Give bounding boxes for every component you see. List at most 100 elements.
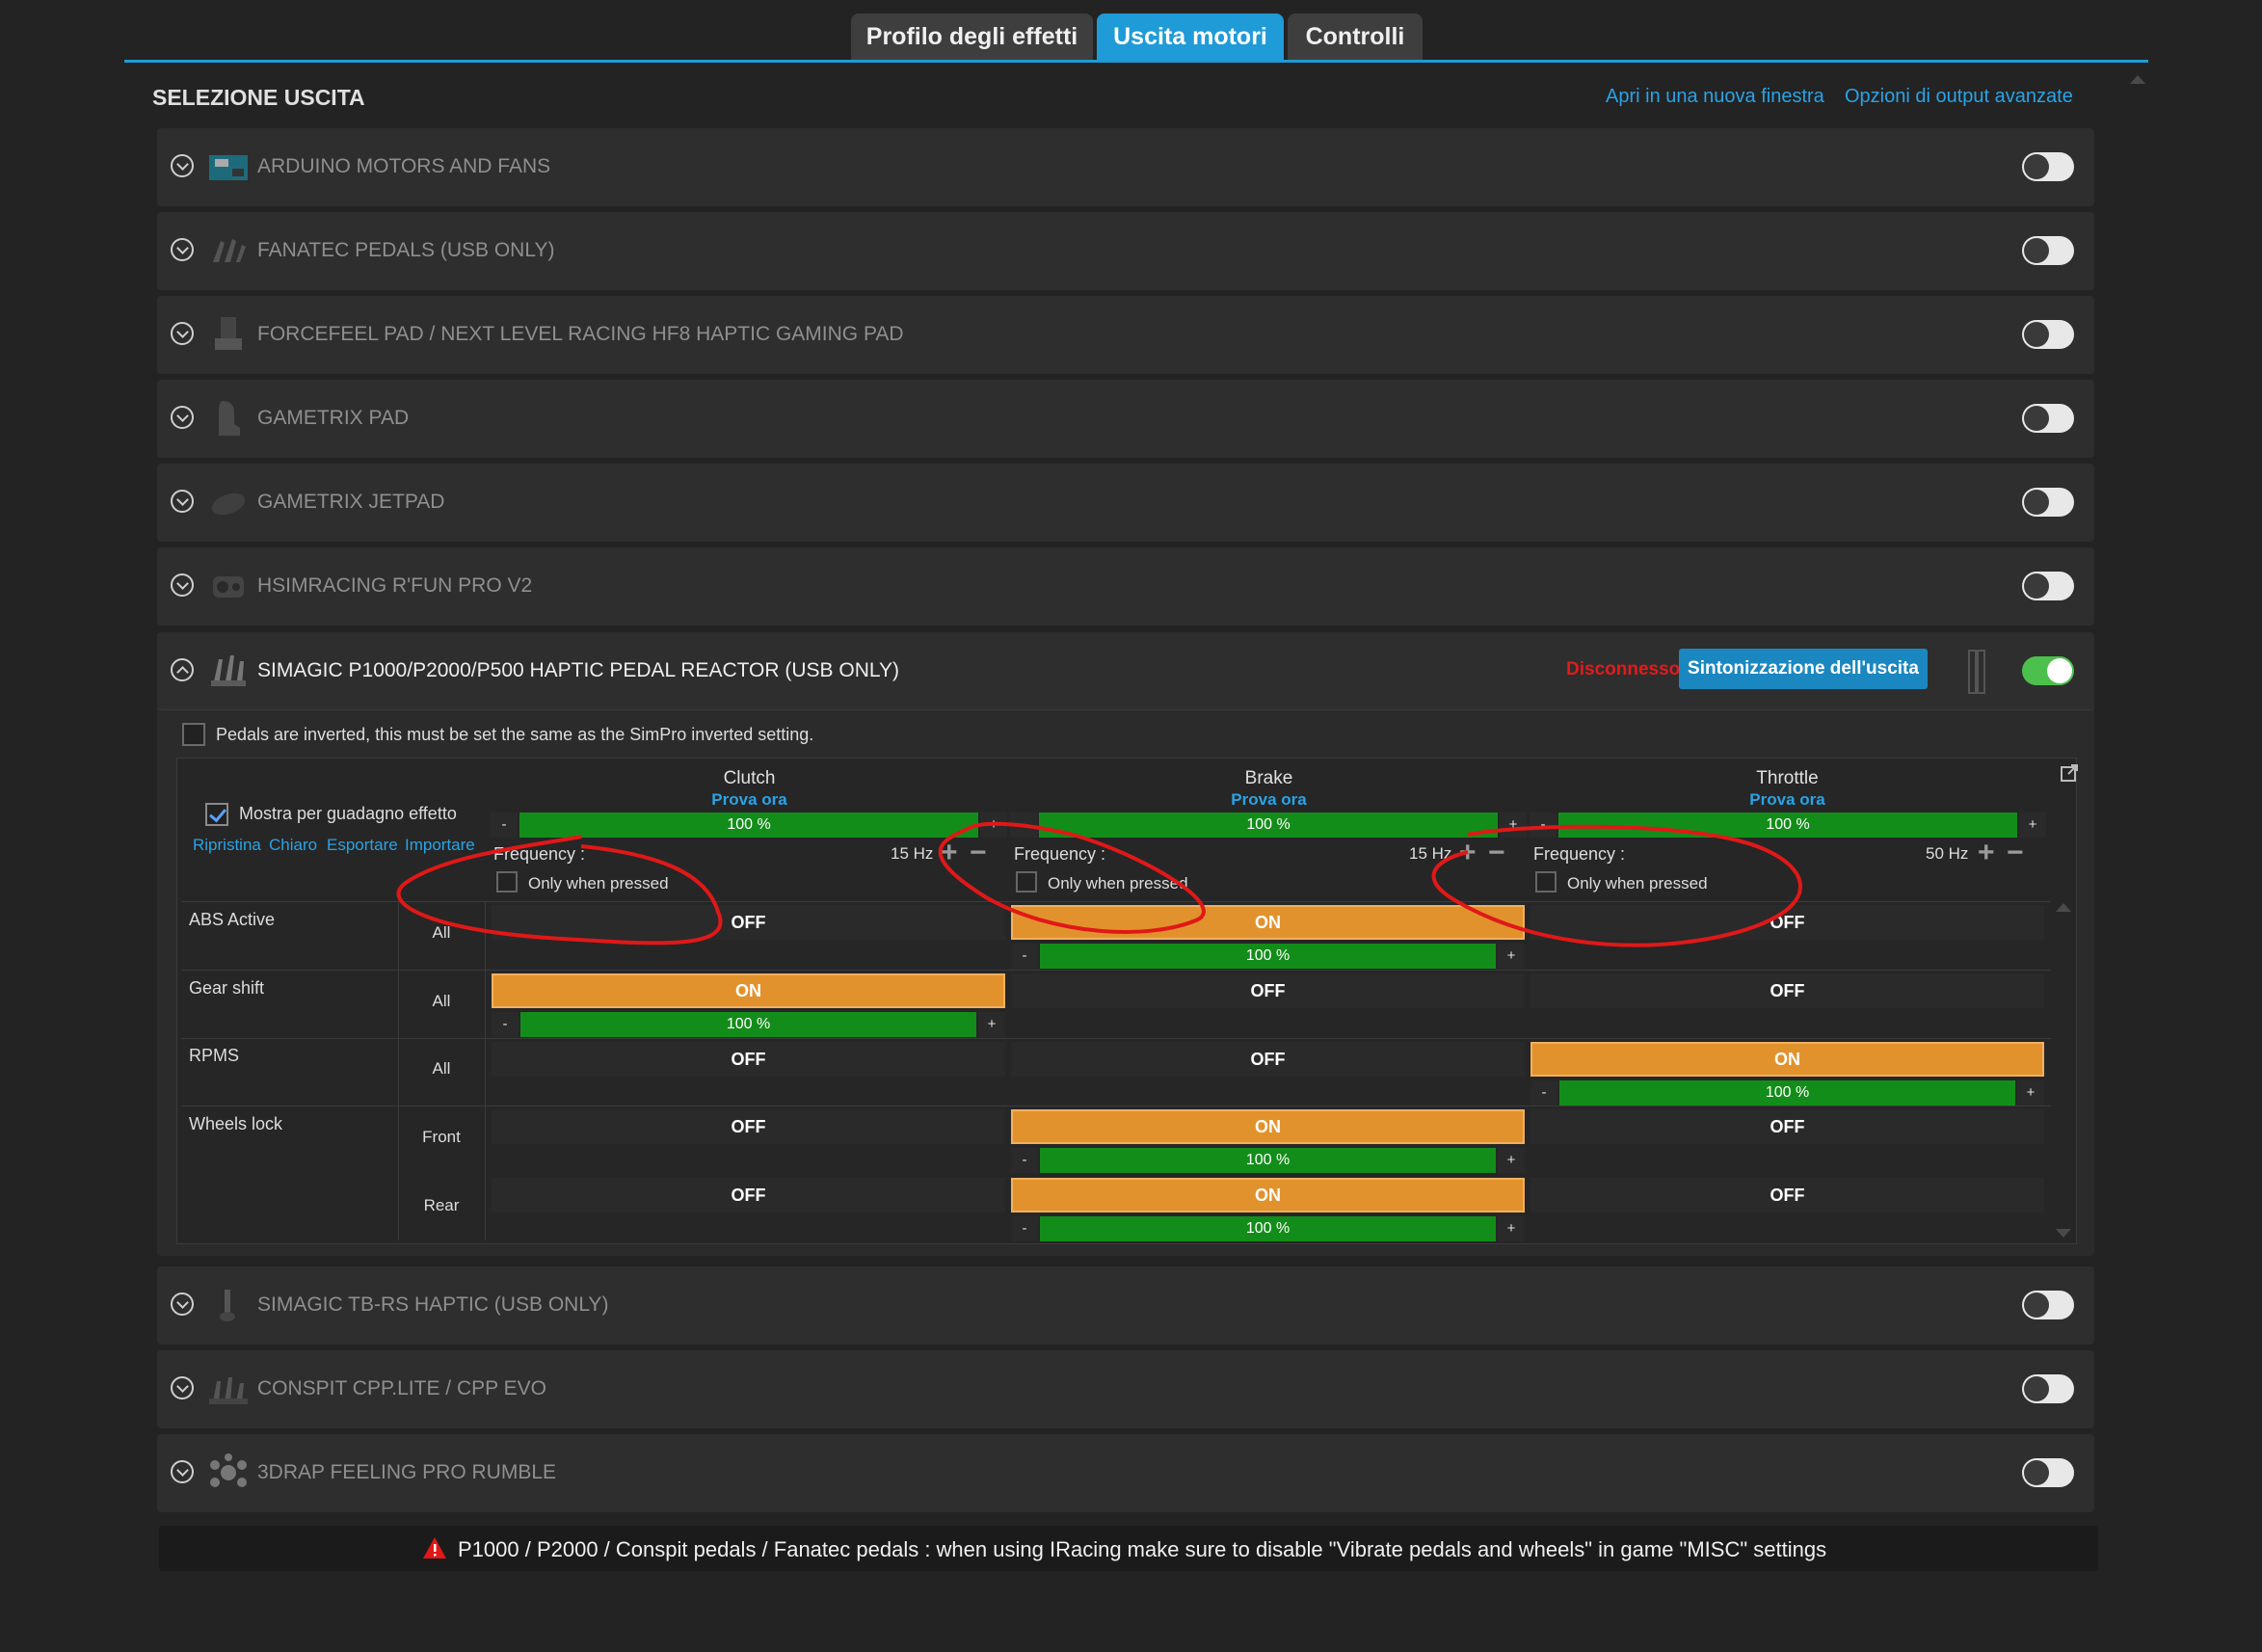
effect-toggle-cell[interactable]: OFF — [1011, 973, 1525, 1008]
effect-toggle-cell[interactable]: OFF — [492, 1109, 1005, 1144]
expand-chevron-icon[interactable] — [171, 573, 194, 597]
tb-rs-haptic-icon — [220, 1290, 235, 1321]
frequency-value: 15 Hz — [891, 844, 934, 863]
device-row[interactable]: FORCEFEEL PAD / NEXT LEVEL RACING HF8 HA… — [157, 296, 2094, 374]
advanced-output-options-link[interactable]: Opzioni di output avanzate — [1845, 86, 2073, 107]
device-toggle[interactable] — [2022, 152, 2074, 181]
device-row[interactable]: 3DRAP FEELING PRO RUMBLE — [157, 1434, 2094, 1512]
effect-gain-slider[interactable]: -100 % + — [1011, 944, 1525, 969]
device-row[interactable]: ARDUINO MOTORS AND FANS — [157, 128, 2094, 206]
only-when-pressed-checkbox[interactable] — [1016, 871, 1037, 893]
clear-link[interactable]: Chiaro — [269, 836, 318, 854]
frequency-increase-button[interactable]: + — [941, 837, 958, 868]
effect-toggle-cell[interactable]: OFF — [1530, 1109, 2044, 1144]
effect-toggle-cell[interactable]: OFF — [1530, 973, 2044, 1008]
frequency-increase-button[interactable]: + — [1978, 837, 1995, 868]
device-toggle[interactable] — [2022, 1458, 2074, 1487]
open-new-window-link[interactable]: Apri in una nuova finestra — [1606, 86, 1824, 107]
scroll-up-icon[interactable] — [2130, 75, 2145, 84]
device-toggle[interactable] — [2022, 572, 2074, 600]
pedal-bars-icon[interactable] — [1968, 650, 1985, 694]
column-header-clutch: Clutch — [723, 768, 776, 788]
effect-toggle-cell[interactable]: ON — [1011, 1178, 1525, 1212]
effect-toggle-cell[interactable]: OFF — [1011, 1042, 1525, 1077]
frequency-label: Frequency : — [1014, 844, 1106, 864]
expand-chevron-icon[interactable] — [171, 238, 194, 261]
reset-link[interactable]: Ripristina — [193, 836, 261, 854]
effect-gain-slider[interactable]: -100 % + — [1530, 1080, 2044, 1106]
effect-scope: All — [432, 1059, 451, 1078]
device-row[interactable]: CONSPIT CPP.LITE / CPP EVO — [157, 1350, 2094, 1428]
effect-toggle-cell[interactable]: OFF — [492, 905, 1005, 940]
device-row[interactable]: HSIMRACING R'FUN PRO V2 — [157, 547, 2094, 626]
brake-gain-slider[interactable]: -100 % + — [1010, 813, 1527, 838]
pedals-inverted-label: Pedals are inverted, this must be set th… — [216, 725, 814, 744]
effect-scope: All — [432, 992, 451, 1010]
tab-underline — [124, 60, 2148, 63]
export-link[interactable]: Esportare — [327, 836, 398, 854]
expand-chevron-icon[interactable] — [171, 1460, 194, 1483]
throttle-gain-slider[interactable]: -100 % + — [1530, 813, 2046, 838]
test-now-link[interactable]: Prova ora — [711, 790, 787, 809]
tab-motor-output[interactable]: Uscita motori — [1097, 13, 1284, 61]
pedal-reactor-icon — [211, 655, 246, 686]
device-toggle[interactable] — [2022, 1374, 2074, 1403]
scroll-down-icon[interactable] — [2056, 1229, 2071, 1238]
only-when-pressed-checkbox[interactable] — [496, 871, 518, 893]
device-toggle[interactable] — [2022, 656, 2074, 685]
frequency-decrease-button[interactable]: − — [1488, 837, 1505, 868]
effect-gain-slider[interactable]: -100 % + — [1011, 1216, 1525, 1241]
test-now-link[interactable]: Prova ora — [1231, 790, 1307, 809]
frequency-value: 15 Hz — [1409, 844, 1452, 863]
expand-chevron-icon[interactable] — [171, 1376, 194, 1399]
device-name: CONSPIT CPP.LITE / CPP EVO — [257, 1377, 546, 1399]
device-name: SIMAGIC P1000/P2000/P500 HAPTIC PEDAL RE… — [257, 659, 900, 681]
device-toggle[interactable] — [2022, 404, 2074, 433]
only-when-pressed-checkbox[interactable] — [1535, 871, 1557, 893]
frequency-decrease-button[interactable]: − — [2007, 837, 2024, 868]
device-toggle[interactable] — [2022, 236, 2074, 265]
tab-controls[interactable]: Controlli — [1288, 13, 1423, 61]
effect-toggle-cell[interactable]: OFF — [1530, 1178, 2044, 1212]
effect-gain-slider[interactable]: -100 % + — [492, 1012, 1005, 1037]
device-row[interactable]: GAMETRIX PAD — [157, 380, 2094, 458]
rumble-motor-icon — [213, 576, 244, 598]
expand-chevron-icon[interactable] — [171, 1292, 194, 1316]
import-link[interactable]: Importare — [405, 836, 475, 854]
show-gain-checkbox[interactable] — [205, 803, 228, 826]
expand-chevron-icon[interactable] — [171, 490, 194, 513]
iracing-warning-banner: P1000 / P2000 / Conspit pedals / Fanatec… — [159, 1526, 2098, 1571]
test-now-link[interactable]: Prova ora — [1749, 790, 1825, 809]
device-toggle[interactable] — [2022, 1291, 2074, 1319]
effects-matrix-panel: Mostra per guadagno effetto Ripristina C… — [176, 758, 2080, 1244]
device-name: FANATEC PEDALS (USB ONLY) — [257, 239, 555, 261]
rumble-hub-icon — [210, 1453, 247, 1487]
pedals-inverted-checkbox[interactable] — [182, 723, 205, 746]
expand-chevron-icon[interactable] — [171, 154, 194, 177]
scroll-up-icon[interactable] — [2056, 903, 2071, 912]
device-toggle[interactable] — [2022, 320, 2074, 349]
tab-effects-profile[interactable]: Profilo degli effetti — [851, 13, 1093, 61]
expanded-device-panel: SIMAGIC P1000/P2000/P500 HAPTIC PEDAL RE… — [157, 632, 2094, 1256]
popout-icon[interactable] — [2059, 762, 2080, 784]
effect-toggle-cell[interactable]: ON — [1011, 1109, 1525, 1144]
frequency-decrease-button[interactable]: − — [970, 837, 987, 868]
expand-chevron-icon[interactable] — [171, 322, 194, 345]
device-row[interactable]: SIMAGIC TB-RS HAPTIC (USB ONLY) — [157, 1266, 2094, 1345]
warning-text: P1000 / P2000 / Conspit pedals / Fanatec… — [458, 1537, 1827, 1561]
effect-scope: All — [432, 923, 451, 942]
effect-toggle-cell[interactable]: ON — [1011, 905, 1525, 940]
effect-toggle-cell[interactable]: OFF — [492, 1042, 1005, 1077]
effect-toggle-cell[interactable]: OFF — [492, 1178, 1005, 1212]
device-toggle[interactable] — [2022, 488, 2074, 517]
effect-gain-slider[interactable]: -100 % + — [1011, 1148, 1525, 1173]
effect-toggle-cell[interactable]: ON — [492, 973, 1005, 1008]
tune-output-button[interactable]: Sintonizzazione dell'uscita — [1679, 649, 1928, 689]
effect-label: Gear shift — [189, 978, 265, 998]
collapse-chevron-icon[interactable] — [171, 658, 194, 681]
expand-chevron-icon[interactable] — [171, 406, 194, 429]
expanded-device-header[interactable]: SIMAGIC P1000/P2000/P500 HAPTIC PEDAL RE… — [157, 632, 2094, 710]
device-row[interactable]: FANATEC PEDALS (USB ONLY) — [157, 212, 2094, 290]
effect-toggle-cell[interactable]: ON — [1530, 1042, 2044, 1077]
device-row[interactable]: GAMETRIX JETPAD — [157, 464, 2094, 542]
